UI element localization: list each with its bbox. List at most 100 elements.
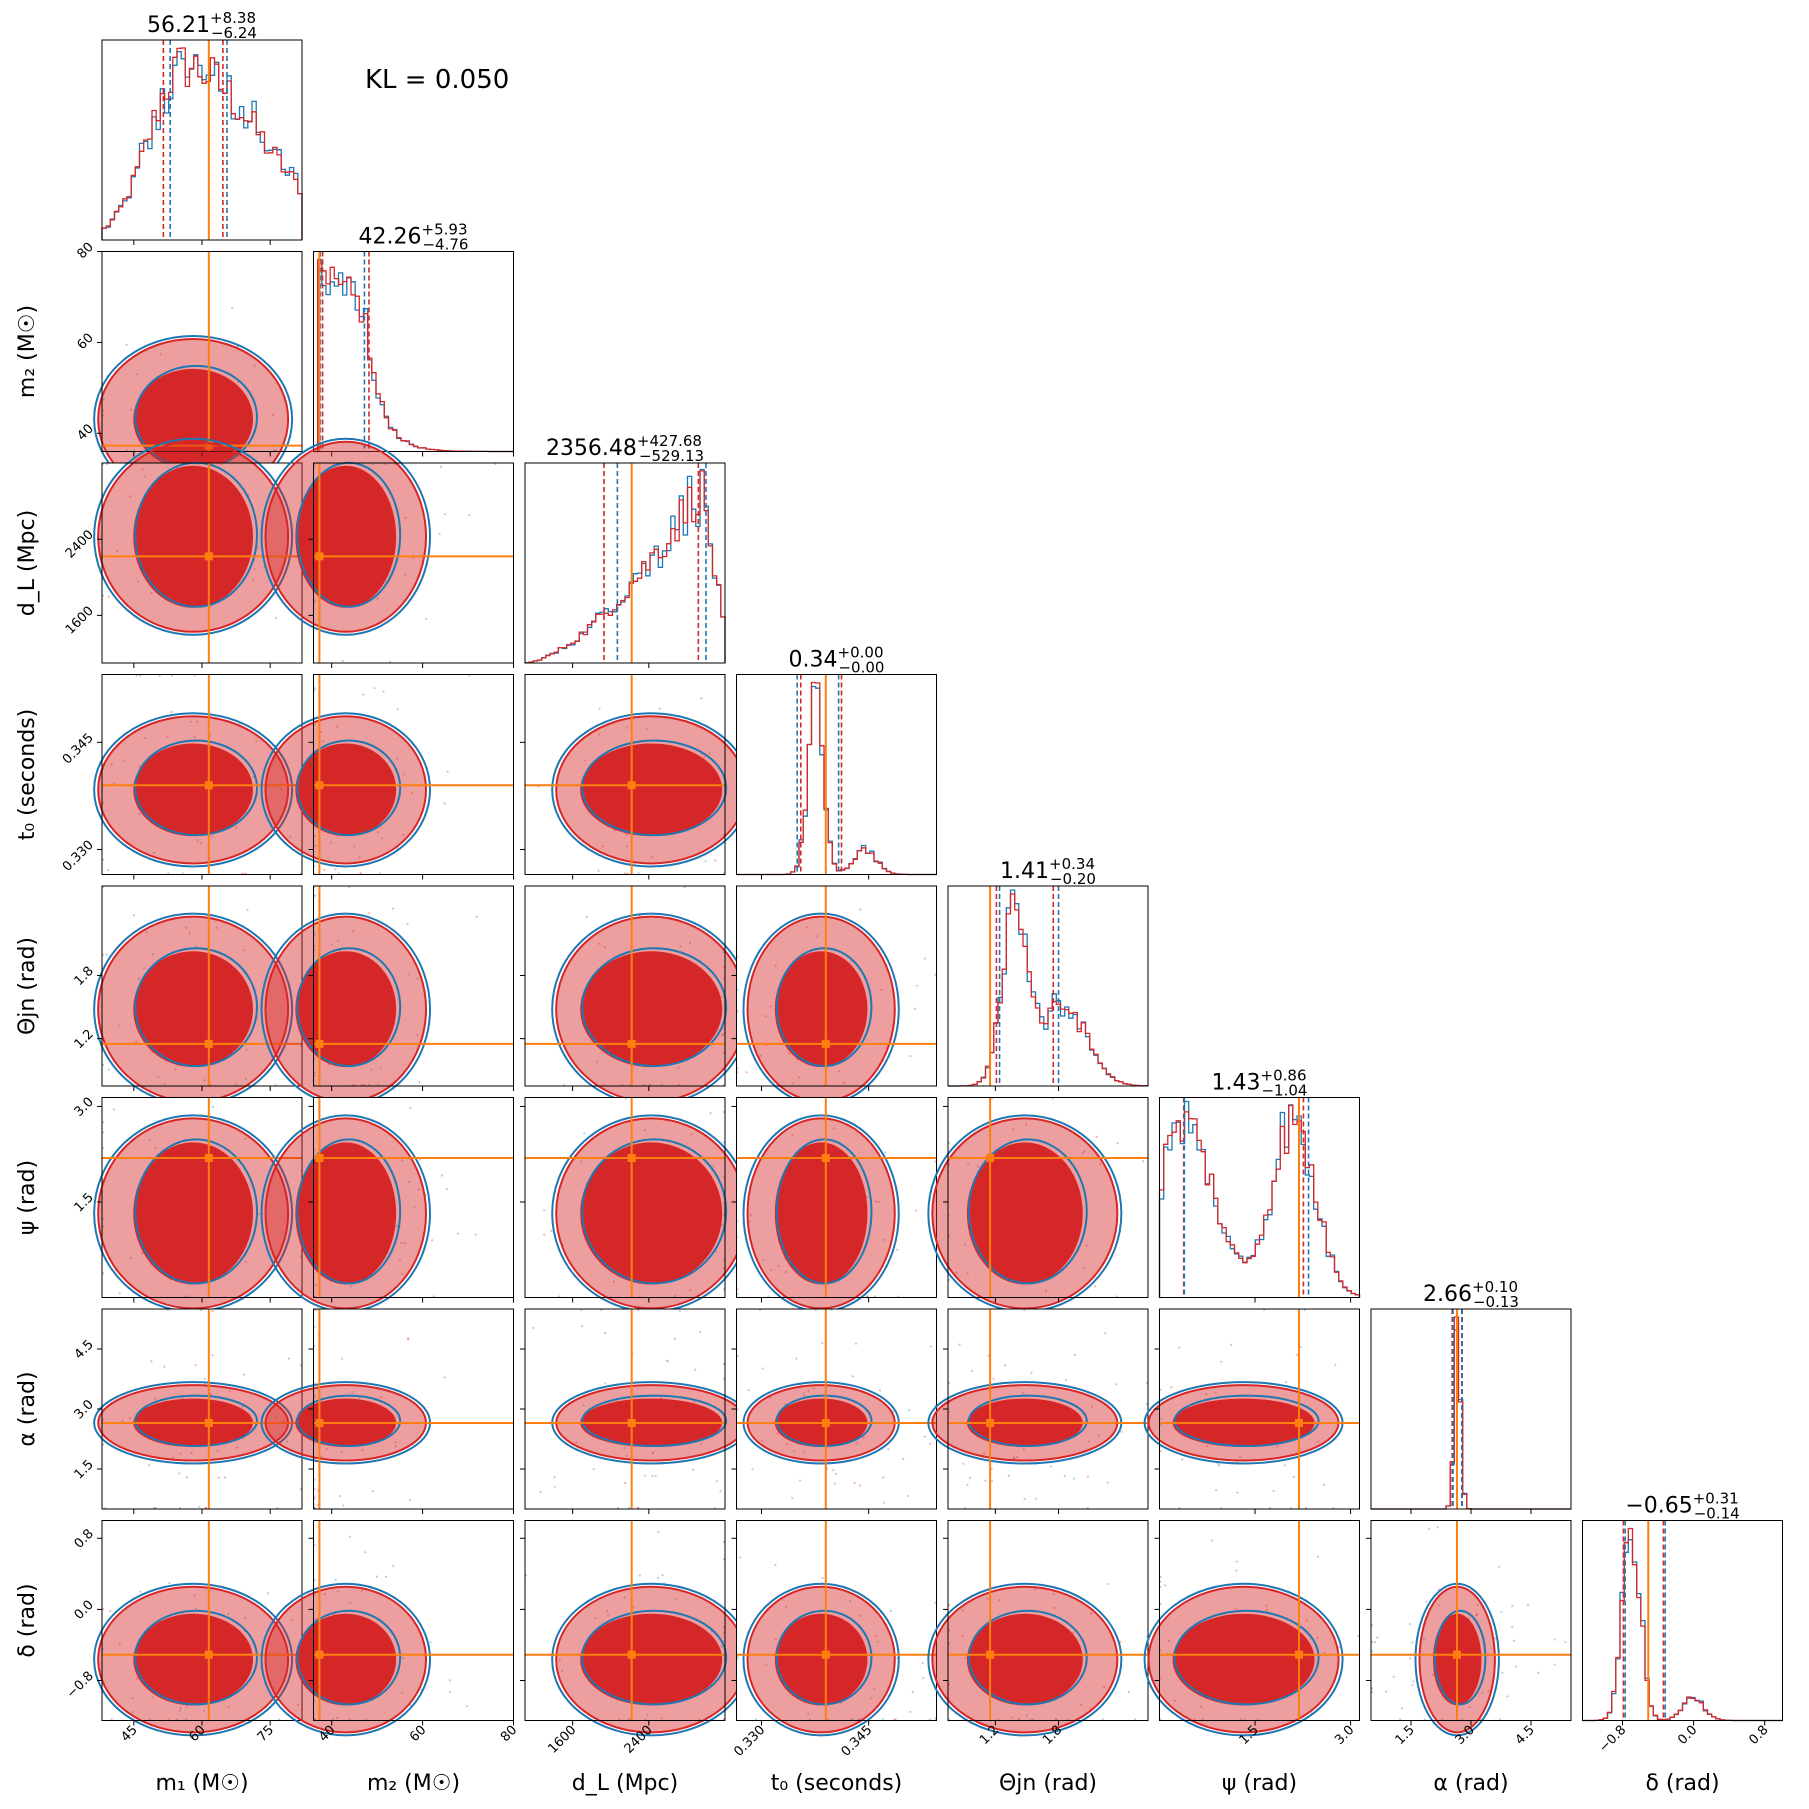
sample-point xyxy=(137,977,140,980)
sample-point xyxy=(906,1494,910,1498)
sample-point xyxy=(760,1439,764,1442)
sample-point xyxy=(227,1705,230,1709)
sample-point xyxy=(466,1704,469,1708)
sample-point xyxy=(866,1195,869,1198)
sample-point xyxy=(1512,1639,1515,1642)
panel-frame xyxy=(1159,1520,1360,1721)
sample-point xyxy=(445,1187,448,1191)
sample-point xyxy=(807,1390,810,1393)
sample-point xyxy=(677,1066,680,1069)
sample-point xyxy=(402,833,405,837)
sample-point xyxy=(1498,1565,1501,1569)
sample-point xyxy=(105,953,108,956)
contour-outer-b xyxy=(927,1582,1123,1737)
sample-point xyxy=(833,1482,836,1485)
y-tick-label: 60 xyxy=(75,331,97,353)
sample-point xyxy=(1025,1714,1028,1717)
sample-point xyxy=(234,826,238,829)
sample-point xyxy=(353,1083,356,1086)
sample-point xyxy=(759,1054,762,1057)
sample-point xyxy=(438,532,441,536)
sample-point xyxy=(179,1706,182,1710)
sample-point xyxy=(854,1342,858,1345)
x-tick-label: 0.0 xyxy=(1675,1723,1700,1748)
sample-point xyxy=(837,1070,841,1073)
sample-point xyxy=(882,1238,885,1241)
x-axis-label-m2: m₂ (M☉) xyxy=(367,1771,460,1796)
sample-point xyxy=(1436,1526,1439,1529)
sample-point xyxy=(391,907,395,910)
sample-point xyxy=(368,912,371,915)
sample-point xyxy=(348,1535,351,1538)
sample-point xyxy=(138,812,141,816)
sample-point xyxy=(661,1573,664,1577)
sample-point xyxy=(625,833,628,836)
y-axis-label-theta: Θjn (rad) xyxy=(15,937,40,1035)
contour-inner-b xyxy=(581,1138,728,1285)
sample-point xyxy=(1229,1343,1233,1346)
y-axis-label-delta: δ (rad) xyxy=(15,1583,40,1657)
x-tick-label: −0.8 xyxy=(1596,1723,1629,1756)
sample-point xyxy=(1063,1475,1066,1478)
panel-alpha: 2.66+0.10 −0.13 xyxy=(1370,1278,1572,1514)
sample-point xyxy=(314,1283,318,1287)
sample-point xyxy=(1295,1353,1298,1356)
truth-marker xyxy=(204,1039,213,1048)
sample-point xyxy=(112,782,116,785)
sample-point xyxy=(1412,1680,1415,1683)
sample-point xyxy=(785,1605,788,1608)
sample-point xyxy=(715,1480,718,1483)
sample-point xyxy=(235,1446,238,1449)
sample-point xyxy=(129,408,133,411)
sample-point xyxy=(1511,1604,1514,1608)
sample-point xyxy=(148,1139,151,1142)
sample-point xyxy=(125,343,128,347)
sample-point xyxy=(1081,1151,1085,1155)
sample-point xyxy=(720,1645,723,1648)
sample-point xyxy=(314,844,317,847)
truth-marker xyxy=(204,781,213,790)
sample-point xyxy=(1064,1378,1068,1381)
sample-point xyxy=(874,1634,877,1638)
sample-point xyxy=(121,1419,124,1422)
sample-point xyxy=(915,1209,918,1212)
sample-point xyxy=(877,1200,880,1203)
sample-point xyxy=(967,1163,970,1166)
sample-point xyxy=(401,1656,405,1660)
sample-point xyxy=(1206,1444,1209,1448)
sample-point xyxy=(1034,1587,1037,1591)
sample-point xyxy=(439,465,443,468)
sample-point xyxy=(336,939,340,942)
sample-point xyxy=(665,1359,668,1362)
sample-point xyxy=(986,1597,989,1600)
sample-point xyxy=(751,1467,754,1471)
sample-point xyxy=(163,1365,166,1368)
sample-point xyxy=(382,690,385,693)
panel-frame xyxy=(524,1520,726,1721)
x-axis-label-theta: Θjn (rad) xyxy=(999,1771,1097,1796)
panel-background xyxy=(736,674,937,875)
contour-inner-b xyxy=(296,947,402,1068)
sample-point xyxy=(896,1248,899,1251)
panel-theta-alpha xyxy=(927,1308,1149,1514)
sample-point xyxy=(1211,1539,1214,1542)
sample-point xyxy=(745,1071,748,1074)
sample-point xyxy=(1235,1607,1238,1610)
sample-point xyxy=(558,1659,561,1662)
sample-point xyxy=(1305,1619,1308,1622)
sample-point xyxy=(256,546,260,549)
sample-point xyxy=(404,516,407,520)
sample-point xyxy=(1106,1582,1109,1586)
sample-point xyxy=(966,1272,969,1275)
sample-point xyxy=(1102,1685,1106,1688)
y-tick-label: 1.2 xyxy=(72,1027,97,1052)
sample-point xyxy=(136,1677,139,1680)
panel-dL-alpha xyxy=(520,1308,752,1514)
sample-point xyxy=(338,1495,342,1498)
sample-point xyxy=(281,796,284,799)
y-tick-label: 1600 xyxy=(63,604,97,638)
hist-a xyxy=(101,47,303,240)
sample-point xyxy=(791,1496,794,1500)
